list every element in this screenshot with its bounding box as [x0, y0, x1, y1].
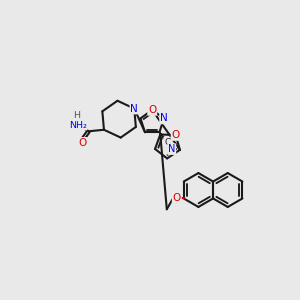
Text: O: O: [173, 194, 181, 203]
Text: O: O: [148, 105, 156, 115]
Text: N: N: [168, 144, 176, 154]
Text: O: O: [172, 130, 180, 140]
Text: N: N: [130, 103, 138, 114]
Text: C: C: [164, 138, 170, 147]
Text: N: N: [160, 113, 168, 123]
Text: O: O: [78, 138, 86, 148]
Text: H: H: [73, 111, 80, 120]
Text: NH₂: NH₂: [69, 121, 87, 130]
